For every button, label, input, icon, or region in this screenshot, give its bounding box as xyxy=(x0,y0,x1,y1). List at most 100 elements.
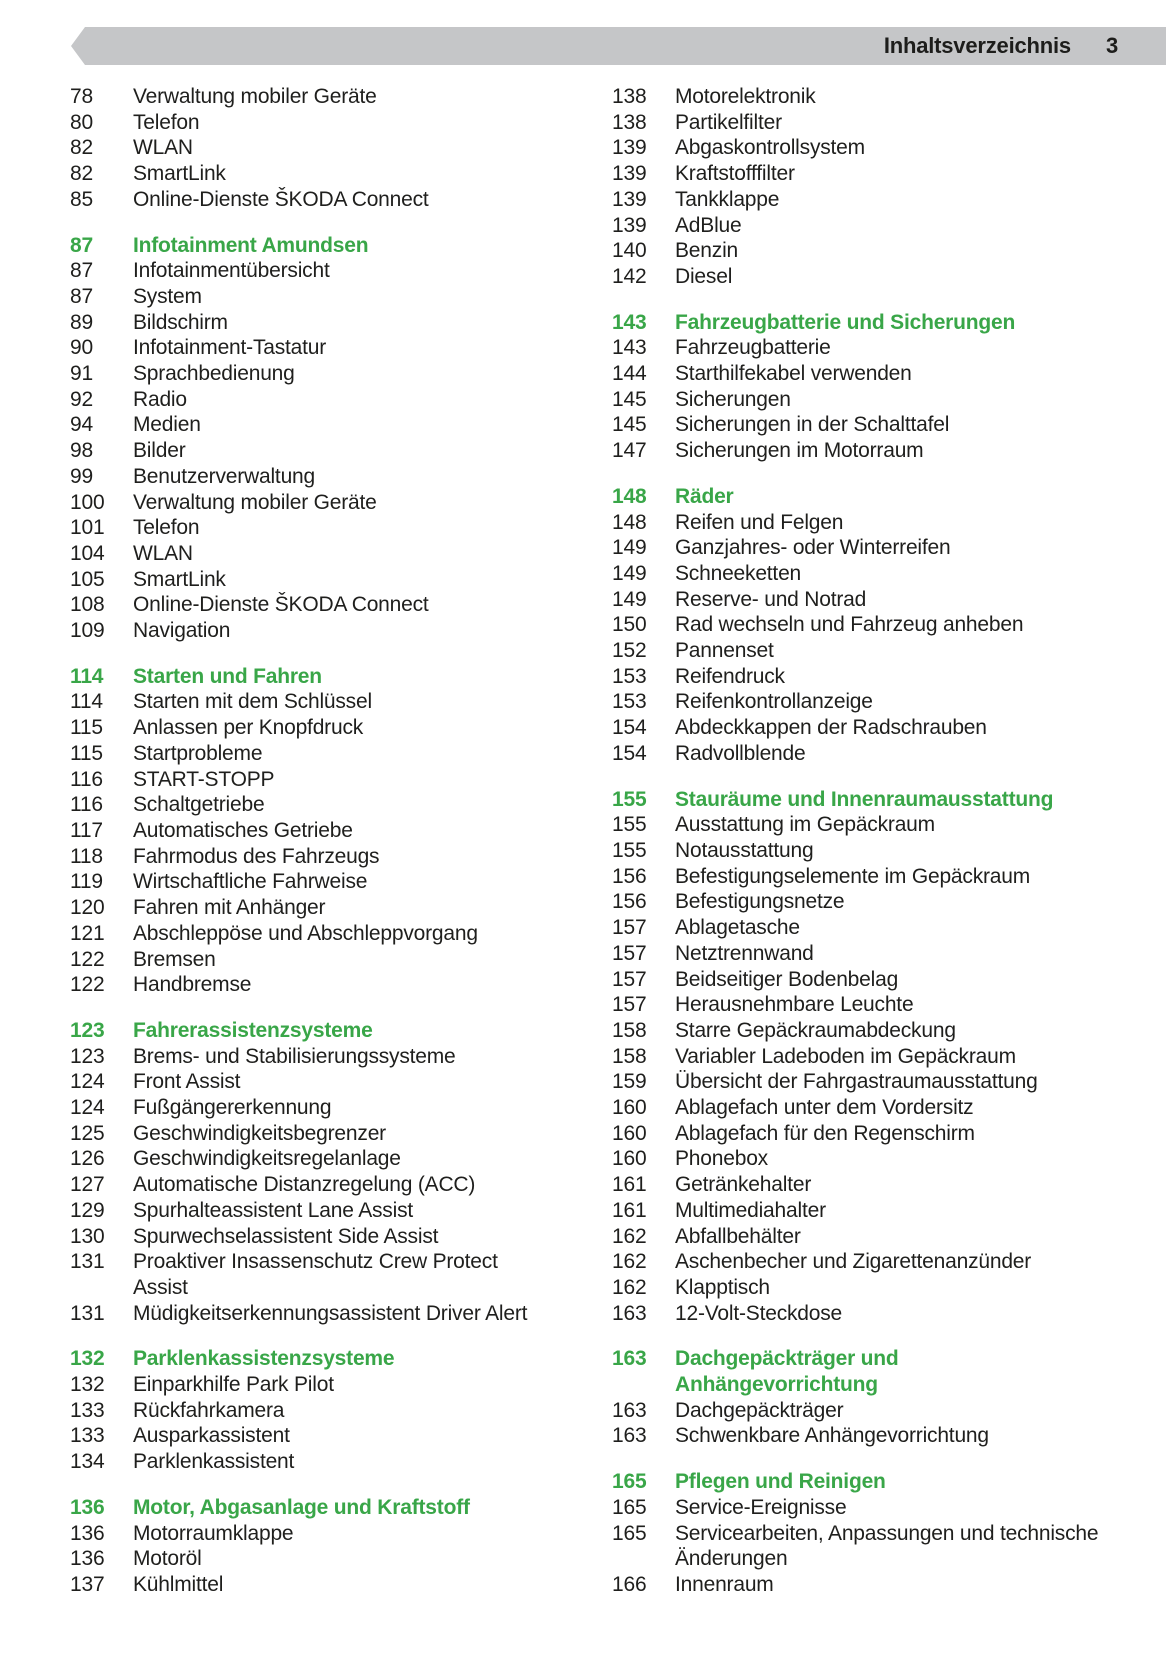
toc-entry: 122 Bremsen xyxy=(70,947,610,973)
entry-label: Verwaltung mobiler Geräte xyxy=(133,490,377,514)
entry-page-number: 132 xyxy=(70,1373,105,1397)
entry-page-number: 154 xyxy=(612,716,647,740)
entry-label: Navigation xyxy=(133,619,231,643)
toc-entry: 153 Reifenkontrollanzeige xyxy=(612,689,1166,715)
toc-entry: 160 Phonebox xyxy=(612,1146,1166,1172)
section-title: Fahrzeugbatterie und Sicherungen xyxy=(675,310,1016,334)
section-page-number: 114 xyxy=(70,664,104,688)
entry-page-number: 155 xyxy=(612,813,647,837)
toc-entry: 155 Notausstattung xyxy=(612,838,1166,864)
entry-page-number: 122 xyxy=(70,973,105,997)
entry-page-number: 166 xyxy=(612,1572,647,1596)
entry-page-number: 159 xyxy=(612,1070,647,1094)
toc-column-right: 138 Motorelektronik 138 Partikelfilter 1… xyxy=(612,84,1166,1598)
entry-page-number: 123 xyxy=(70,1044,105,1068)
toc-entry: 132 Einparkhilfe Park Pilot xyxy=(70,1372,610,1398)
entry-page-number: 162 xyxy=(612,1250,647,1274)
toc-entry: 143 Fahrzeugbatterie xyxy=(612,335,1166,361)
toc-section-heading: 163 Dachgepäckträger und Anhängevorricht… xyxy=(612,1346,1166,1397)
toc-entry: 98 Bilder xyxy=(70,438,610,464)
toc-entry: 119 Wirtschaftliche Fahrweise xyxy=(70,869,610,895)
entry-label: Fußgängererkennung xyxy=(133,1096,332,1120)
entry-page-number: 160 xyxy=(612,1147,647,1171)
entry-label: Motoröl xyxy=(133,1547,202,1571)
entry-label: Reifenkontrollanzeige xyxy=(675,690,873,714)
entry-page-number: 139 xyxy=(612,136,647,160)
entry-label: Ablagefach für den Regenschirm xyxy=(675,1121,975,1145)
toc-entry: 158 Starre Gepäckraumabdeckung xyxy=(612,1018,1166,1044)
entry-page-number: 90 xyxy=(70,336,93,360)
entry-page-number: 148 xyxy=(612,510,647,534)
toc-section: 138 Motorelektronik 138 Partikelfilter 1… xyxy=(612,84,1166,290)
toc-entry: 162 Klapptisch xyxy=(612,1275,1166,1301)
entry-page-number: 121 xyxy=(70,921,105,945)
toc-entry: 152 Pannenset xyxy=(612,638,1166,664)
toc-entry: 133 Rückfahrkamera xyxy=(70,1398,610,1424)
entry-label: SmartLink xyxy=(133,162,226,186)
toc-entry: 156 Befestigungselemente im Gepäckraum xyxy=(612,864,1166,890)
entry-page-number: 157 xyxy=(612,967,647,991)
entry-label: Telefon xyxy=(133,516,200,540)
entry-page-number: 108 xyxy=(70,593,105,617)
entry-label: Proaktiver Insassenschutz Crew Protect A… xyxy=(133,1250,498,1299)
entry-label: Ausparkassistent xyxy=(133,1424,290,1448)
entry-page-number: 133 xyxy=(70,1424,105,1448)
toc-column-left: 78 Verwaltung mobiler Geräte 80 Telefon … xyxy=(70,84,610,1598)
entry-page-number: 130 xyxy=(70,1224,105,1248)
entry-label: Online-Dienste ŠKODA Connect xyxy=(133,593,429,617)
toc-entry: 121 Abschleppöse und Abschleppvorgang xyxy=(70,921,610,947)
toc-section: 143 Fahrzeugbatterie und Sicherungen 143… xyxy=(612,310,1166,464)
entry-label: Aschenbecher und Zigarettenanzünder xyxy=(675,1250,1032,1274)
toc-section-heading: 148 Räder xyxy=(612,484,1166,510)
toc-entry: 117 Automatisches Getriebe xyxy=(70,818,610,844)
entry-label: WLAN xyxy=(133,136,193,160)
entry-page-number: 154 xyxy=(612,741,647,765)
section-title: Starten und Fahren xyxy=(133,664,322,688)
toc-entry: 131 Proaktiver Insassenschutz Crew Prote… xyxy=(70,1249,610,1300)
entry-page-number: 150 xyxy=(612,613,647,637)
entry-page-number: 124 xyxy=(70,1070,105,1094)
toc-section-heading: 87 Infotainment Amundsen xyxy=(70,233,610,259)
entry-page-number: 131 xyxy=(70,1250,105,1274)
entry-page-number: 145 xyxy=(612,413,647,437)
toc-section-heading: 114 Starten und Fahren xyxy=(70,664,610,690)
toc-entry: 78 Verwaltung mobiler Geräte xyxy=(70,84,610,110)
toc-entry: 149 Reserve- und Notrad xyxy=(612,587,1166,613)
entry-label: Variabler Ladeboden im Gepäckraum xyxy=(675,1044,1016,1068)
entry-label: Radvollblende xyxy=(675,741,806,765)
entry-page-number: 137 xyxy=(70,1572,105,1596)
toc-entry: 87 Infotainmentübersicht xyxy=(70,258,610,284)
toc-section: 132 Parklenkassistenzsysteme 132 Einpark… xyxy=(70,1346,610,1475)
entry-page-number: 126 xyxy=(70,1147,105,1171)
entry-label: SmartLink xyxy=(133,567,226,591)
entry-page-number: 157 xyxy=(612,993,647,1017)
toc-entry: 161 Multimediahalter xyxy=(612,1198,1166,1224)
toc-entry: 137 Kühlmittel xyxy=(70,1572,610,1598)
toc-entry: 90 Infotainment-Tastatur xyxy=(70,335,610,361)
toc-entry: 157 Herausnehmbare Leuchte xyxy=(612,992,1166,1018)
toc-entry: 158 Variabler Ladeboden im Gepäckraum xyxy=(612,1044,1166,1070)
entry-page-number: 116 xyxy=(70,793,103,817)
toc-section: 78 Verwaltung mobiler Geräte 80 Telefon … xyxy=(70,84,610,213)
entry-page-number: 139 xyxy=(612,213,647,237)
toc-entry: 136 Motorraumklappe xyxy=(70,1521,610,1547)
entry-page-number: 134 xyxy=(70,1450,105,1474)
entry-label: START-STOPP xyxy=(133,767,275,791)
toc-entry: 131 Müdigkeitserkennungsassistent Driver… xyxy=(70,1301,610,1327)
entry-page-number: 153 xyxy=(612,690,647,714)
entry-page-number: 87 xyxy=(70,259,93,283)
entry-label: Geschwindigkeitsbegrenzer xyxy=(133,1121,386,1145)
page-number: 3 xyxy=(1105,33,1118,58)
entry-page-number: 122 xyxy=(70,947,105,971)
entry-label: Diesel xyxy=(675,264,733,288)
entry-label: Spurhalteassistent Lane Assist xyxy=(133,1198,414,1222)
section-page-number: 165 xyxy=(612,1470,647,1494)
toc-entry: 166 Innenraum xyxy=(612,1572,1166,1598)
toc-section-heading: 123 Fahrerassistenzsysteme xyxy=(70,1018,610,1044)
toc-entry: 87 System xyxy=(70,284,610,310)
entry-label: Fahrzeugbatterie xyxy=(675,336,831,360)
entry-page-number: 163 xyxy=(612,1301,647,1325)
toc-section: 165 Pflegen und Reinigen 165 Service-Ere… xyxy=(612,1469,1166,1598)
entry-page-number: 160 xyxy=(612,1096,647,1120)
entry-page-number: 87 xyxy=(70,284,93,308)
